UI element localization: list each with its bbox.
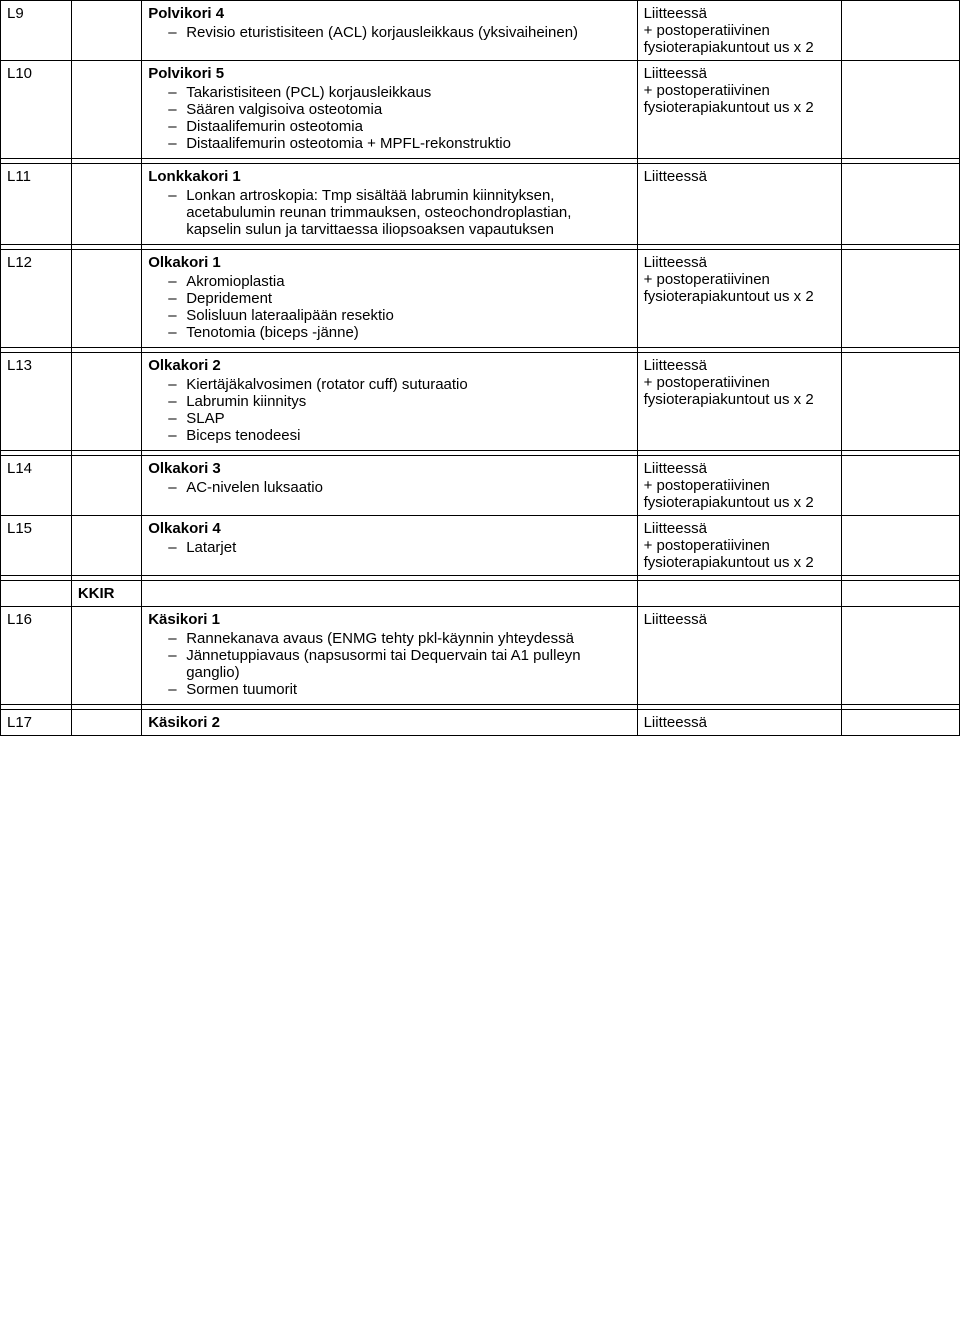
liite-cell: Liitteessä + postoperatiivinen fysiotera… bbox=[637, 516, 842, 576]
list-item: Distaalifemurin osteotomia bbox=[168, 118, 630, 135]
liite-cell: Liitteessä + postoperatiivinen fysiotera… bbox=[637, 456, 842, 516]
empty-cell bbox=[842, 1, 960, 61]
liite-cell bbox=[637, 581, 842, 607]
code-cell: L15 bbox=[1, 516, 72, 576]
row-title: Olkakori 1 bbox=[148, 254, 221, 271]
table-row: L9 Polvikori 4 Revisio eturistisiteen (A… bbox=[1, 1, 960, 61]
desc-cell bbox=[142, 581, 637, 607]
kkir-header-row: KKIR bbox=[1, 581, 960, 607]
desc-cell: Polvikori 4 Revisio eturistisiteen (ACL)… bbox=[142, 1, 637, 61]
code-cell: L10 bbox=[1, 61, 72, 159]
table-row: L10 Polvikori 5 Takaristisiteen (PCL) ko… bbox=[1, 61, 960, 159]
desc-cell: Olkakori 3 AC-nivelen luksaatio bbox=[142, 456, 637, 516]
empty-cell bbox=[842, 710, 960, 736]
list-item: Lonkan artroskopia: Tmp sisältää labrumi… bbox=[168, 187, 630, 238]
kkir-cell bbox=[71, 456, 141, 516]
list-item: Akromioplastia bbox=[168, 273, 630, 290]
code-cell: L12 bbox=[1, 250, 72, 348]
liite-cell: Liitteessä bbox=[637, 710, 842, 736]
code-cell: L16 bbox=[1, 607, 72, 705]
kkir-cell bbox=[71, 61, 141, 159]
row-title: Olkakori 3 bbox=[148, 460, 221, 477]
code-cell: L13 bbox=[1, 353, 72, 451]
table-row: L12 Olkakori 1 Akromioplastia Depridemen… bbox=[1, 250, 960, 348]
row-title: Käsikori 2 bbox=[148, 714, 220, 731]
liite-cell: Liitteessä + postoperatiivinen fysiotera… bbox=[637, 250, 842, 348]
code-cell: L11 bbox=[1, 164, 72, 245]
kkir-cell bbox=[71, 1, 141, 61]
item-list: Rannekanava avaus (ENMG tehty pkl-käynni… bbox=[168, 630, 630, 698]
liite-cell: Liitteessä + postoperatiivinen fysiotera… bbox=[637, 1, 842, 61]
empty-cell bbox=[842, 581, 960, 607]
row-title: Polvikori 5 bbox=[148, 65, 224, 82]
liite-cell: Liitteessä + postoperatiivinen fysiotera… bbox=[637, 61, 842, 159]
list-item: Labrumin kiinnitys bbox=[168, 393, 630, 410]
table-row: L17 Käsikori 2 Liitteessä bbox=[1, 710, 960, 736]
desc-cell: Olkakori 2 Kiertäjäkalvosimen (rotator c… bbox=[142, 353, 637, 451]
list-item: Säären valgisoiva osteotomia bbox=[168, 101, 630, 118]
list-item: Kiertäjäkalvosimen (rotator cuff) sutura… bbox=[168, 376, 630, 393]
table-row: L13 Olkakori 2 Kiertäjäkalvosimen (rotat… bbox=[1, 353, 960, 451]
table-row: L11 Lonkkakori 1 Lonkan artroskopia: Tmp… bbox=[1, 164, 960, 245]
kkir-cell bbox=[71, 250, 141, 348]
kkir-cell bbox=[71, 353, 141, 451]
list-item: Latarjet bbox=[168, 539, 630, 556]
row-title: Polvikori 4 bbox=[148, 5, 224, 22]
item-list: Latarjet bbox=[168, 539, 630, 556]
list-item: Biceps tenodeesi bbox=[168, 427, 630, 444]
row-title: Olkakori 2 bbox=[148, 357, 221, 374]
row-title: Lonkkakori 1 bbox=[148, 168, 241, 185]
desc-cell: Olkakori 1 Akromioplastia Depridement So… bbox=[142, 250, 637, 348]
item-list: Takaristisiteen (PCL) korjausleikkaus Sä… bbox=[168, 84, 630, 152]
document-table: L9 Polvikori 4 Revisio eturistisiteen (A… bbox=[0, 0, 960, 736]
empty-cell bbox=[842, 164, 960, 245]
desc-cell: Käsikori 1 Rannekanava avaus (ENMG tehty… bbox=[142, 607, 637, 705]
list-item: Jännetuppiavaus (napsusormi tai Dequerva… bbox=[168, 647, 630, 681]
empty-cell bbox=[842, 516, 960, 576]
liite-cell: Liitteessä bbox=[637, 607, 842, 705]
list-item: Distaalifemurin osteotomia + MPFL-rekons… bbox=[168, 135, 630, 152]
list-item: SLAP bbox=[168, 410, 630, 427]
desc-cell: Olkakori 4 Latarjet bbox=[142, 516, 637, 576]
kkir-cell bbox=[71, 516, 141, 576]
code-cell: L9 bbox=[1, 1, 72, 61]
empty-cell bbox=[842, 353, 960, 451]
list-item: Tenotomia (biceps -jänne) bbox=[168, 324, 630, 341]
row-title: Olkakori 4 bbox=[148, 520, 221, 537]
row-title: Käsikori 1 bbox=[148, 611, 220, 628]
table-row: L16 Käsikori 1 Rannekanava avaus (ENMG t… bbox=[1, 607, 960, 705]
code-cell: L14 bbox=[1, 456, 72, 516]
list-item: Sormen tuumorit bbox=[168, 681, 630, 698]
kkir-cell bbox=[71, 710, 141, 736]
item-list: Akromioplastia Depridement Solisluun lat… bbox=[168, 273, 630, 341]
list-item: Revisio eturistisiteen (ACL) korjausleik… bbox=[168, 24, 630, 41]
code-cell bbox=[1, 581, 72, 607]
liite-cell: Liitteessä bbox=[637, 164, 842, 245]
desc-cell: Käsikori 2 bbox=[142, 710, 637, 736]
kkir-label: KKIR bbox=[71, 581, 141, 607]
list-item: AC-nivelen luksaatio bbox=[168, 479, 630, 496]
empty-cell bbox=[842, 607, 960, 705]
code-cell: L17 bbox=[1, 710, 72, 736]
kkir-cell bbox=[71, 607, 141, 705]
empty-cell bbox=[842, 61, 960, 159]
item-list: AC-nivelen luksaatio bbox=[168, 479, 630, 496]
table-row: L15 Olkakori 4 Latarjet Liitteessä + pos… bbox=[1, 516, 960, 576]
item-list: Revisio eturistisiteen (ACL) korjausleik… bbox=[168, 24, 630, 41]
list-item: Solisluun lateraalipään resektio bbox=[168, 307, 630, 324]
list-item: Depridement bbox=[168, 290, 630, 307]
list-item: Takaristisiteen (PCL) korjausleikkaus bbox=[168, 84, 630, 101]
desc-cell: Lonkkakori 1 Lonkan artroskopia: Tmp sis… bbox=[142, 164, 637, 245]
item-list: Lonkan artroskopia: Tmp sisältää labrumi… bbox=[168, 187, 630, 238]
item-list: Kiertäjäkalvosimen (rotator cuff) sutura… bbox=[168, 376, 630, 444]
kkir-cell bbox=[71, 164, 141, 245]
table-row: L14 Olkakori 3 AC-nivelen luksaatio Liit… bbox=[1, 456, 960, 516]
empty-cell bbox=[842, 456, 960, 516]
liite-cell: Liitteessä + postoperatiivinen fysiotera… bbox=[637, 353, 842, 451]
desc-cell: Polvikori 5 Takaristisiteen (PCL) korjau… bbox=[142, 61, 637, 159]
empty-cell bbox=[842, 250, 960, 348]
list-item: Rannekanava avaus (ENMG tehty pkl-käynni… bbox=[168, 630, 630, 647]
